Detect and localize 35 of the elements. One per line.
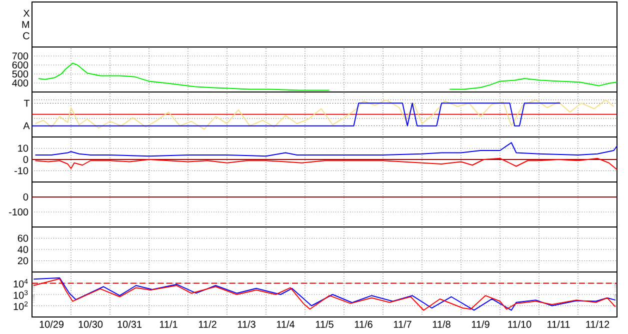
- y-tick-label: 60: [18, 234, 28, 242]
- text: T: [24, 100, 30, 107]
- text: C: [23, 32, 30, 40]
- x-tick-label: 11/8: [432, 320, 450, 328]
- text: M: [22, 21, 29, 28]
- x-tick-label: 10/31: [118, 320, 142, 328]
- text: A: [23, 122, 30, 130]
- y-tick-label: 0: [23, 156, 28, 164]
- x-tick-label: 10/30: [78, 320, 103, 328]
- y-tick-label: 700: [12, 52, 28, 60]
- y-tick-label: 20: [18, 257, 28, 264]
- y-tick-label: -10: [14, 167, 28, 174]
- x-tick-label: 11/7: [394, 320, 412, 328]
- x-tick-label: 11/6: [354, 320, 372, 328]
- x-tick-label: 11/3: [238, 320, 256, 328]
- x-tick-label: 11/9: [472, 320, 490, 328]
- y-tick-label: -100: [8, 208, 28, 216]
- y-tick-label: 600: [12, 61, 28, 69]
- x-tick-label: 11/12: [586, 320, 610, 328]
- x-tick-label: 11/2: [198, 320, 216, 328]
- x-tick-label: 10/29: [40, 320, 64, 328]
- x-tick-label: 11/5: [316, 320, 334, 328]
- y-tick-label: 10: [18, 144, 28, 152]
- x-tick-label: 11/11: [548, 320, 570, 328]
- y-tick-label: 40: [18, 246, 28, 254]
- y-tick-label: 10$^{2}$: [14, 301, 28, 310]
- x-tick-label: 11/4: [276, 320, 295, 328]
- y-tick-label: 10$^{3}$: [14, 290, 28, 299]
- text: X: [23, 10, 30, 17]
- y-tick-label: 0: [23, 193, 28, 201]
- x-tick-label: 11/10: [508, 320, 532, 328]
- y-tick-label: 400: [12, 79, 28, 87]
- y-tick-label: 500: [12, 70, 28, 78]
- x-tick-label: 11/1: [160, 320, 178, 328]
- y-tick-label: 10$^{4}$: [14, 278, 28, 288]
